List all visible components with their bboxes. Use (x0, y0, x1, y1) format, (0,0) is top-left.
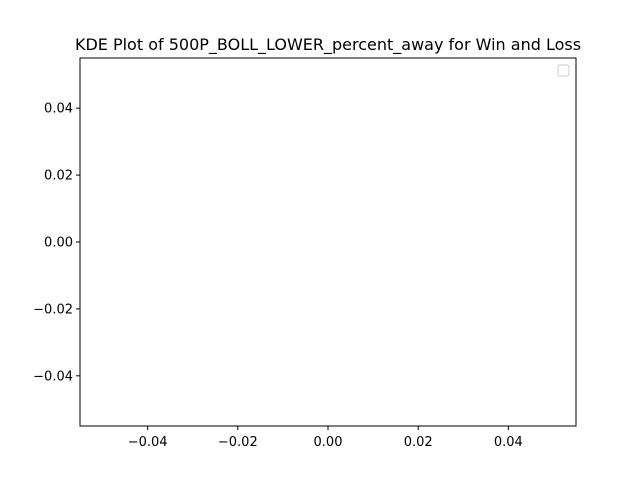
x-tick-label: 0.00 (314, 435, 343, 450)
y-axis: −0.04 −0.02 0.00 0.02 0.04 (33, 102, 80, 384)
x-axis: −0.04 −0.02 0.00 0.02 0.04 (128, 426, 523, 450)
legend-box (557, 64, 570, 77)
x-tick-label: −0.02 (218, 435, 258, 450)
y-tick-label: 0.04 (44, 102, 73, 117)
x-tick-label: 0.04 (494, 435, 523, 450)
plot-area (79, 57, 577, 427)
y-tick-label: −0.04 (33, 369, 73, 384)
x-tick-label: −0.04 (128, 435, 168, 450)
y-tick-label: 0.02 (44, 169, 73, 184)
y-tick-label: −0.02 (33, 302, 73, 317)
x-tick-label: 0.02 (404, 435, 433, 450)
y-tick-label: 0.00 (44, 236, 73, 251)
chart-title: KDE Plot of 500P_BOLL_LOWER_percent_away… (75, 35, 581, 55)
